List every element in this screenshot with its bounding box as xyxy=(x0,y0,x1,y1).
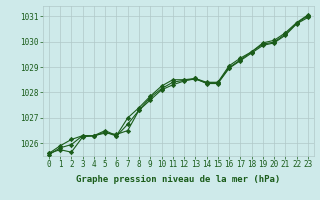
X-axis label: Graphe pression niveau de la mer (hPa): Graphe pression niveau de la mer (hPa) xyxy=(76,175,281,184)
